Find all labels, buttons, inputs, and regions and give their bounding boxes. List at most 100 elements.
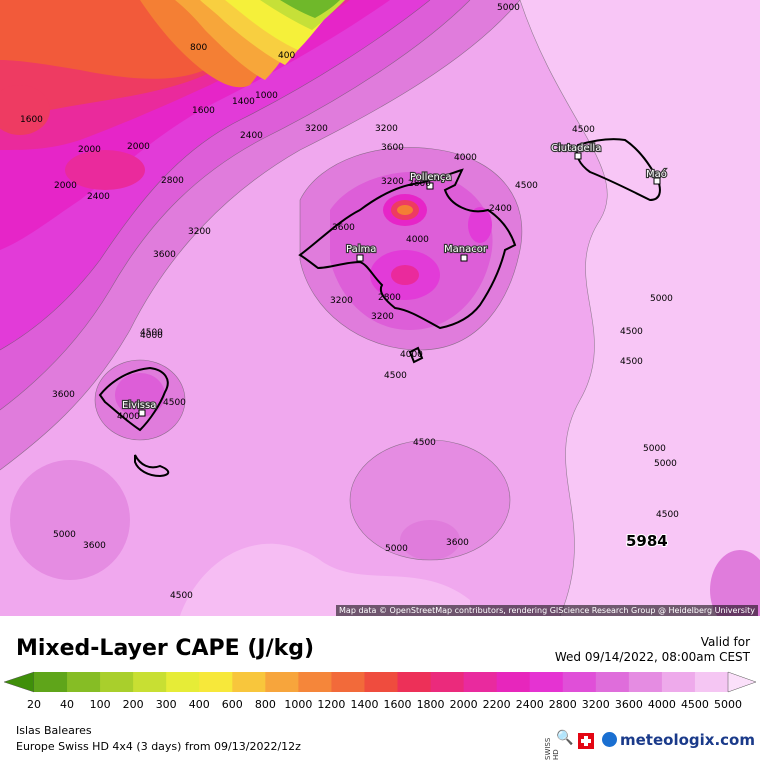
city-label: Eivissa [122,400,156,411]
city-label: Maó [646,168,667,180]
legend-tick-label: 4500 [681,698,709,711]
legend-tick-label: 2400 [516,698,544,711]
contour-label: 2800 [161,176,184,186]
legend-swatch [265,672,299,692]
contour-label: 4500 [656,510,679,520]
contour-label: 1400 [232,97,255,107]
contour-label: 3600 [83,541,106,551]
contour-label: 4500 [515,181,538,191]
legend-tick-label: 1200 [317,698,345,711]
contour-label: 5000 [654,459,677,469]
city-label: Manacor [444,244,488,255]
legend-svg: 20 40 100 200 300 400 600 800 1000 1200 1400 1600 18… [3,671,757,711]
legend-swatch [199,672,233,692]
globe-icon [602,732,617,747]
legend-tick-label: 5000 [714,698,742,711]
legend-swatch [628,672,663,692]
contour-label: 4500 [572,125,595,135]
contour-label: 4000 [117,412,140,422]
legend-tick-label: 20 [27,698,41,711]
legend-tick-label: 800 [255,698,276,711]
legend-tick-label: 1600 [384,698,412,711]
valid-time: Wed 09/14/2022, 08:00am CEST [554,650,750,664]
legend-tick-label: 100 [90,698,111,711]
contour-label: 4000 [140,331,163,341]
legend-swatch [331,672,365,692]
legend-swatch [100,672,134,692]
contour-label: 2000 [54,181,77,191]
contour-label: 4000 [400,350,423,360]
legend-swatch [496,672,531,692]
contour-label: 4500 [384,371,407,381]
contour-label: 3600 [153,250,176,260]
ibiza-coast [98,366,169,432]
legend-swatch [661,672,696,692]
city-label: Pollença [410,172,451,183]
contour-label: 2800 [378,293,401,303]
field-5000-south [180,543,470,616]
contour-label: 4500 [620,327,643,337]
legend-swatch [67,672,101,692]
legend-swatch [529,672,564,692]
contour-label: 1600 [20,115,43,125]
swiss-flag-icon [578,733,594,749]
legend-tick-label: 1000 [284,698,312,711]
contour-label: 4000 [454,153,477,163]
legend-swatch [34,672,68,692]
ibiza-3200 [115,373,165,417]
coastlines [98,138,661,478]
legend-tick-label: 1400 [350,698,378,711]
contour-label: 4500 [163,398,186,408]
contour-label: 3200 [305,124,328,134]
mallorca-coast [298,168,517,330]
model-label: Europe Swiss HD 4x4 (3 days) from 09/13/… [16,740,301,753]
contour-label: 3200 [330,296,353,306]
legend-tick-label: 200 [123,698,144,711]
legend-tick-label: 1800 [417,698,445,711]
south-3600 [400,520,460,560]
south-4000 [350,440,510,560]
legend-tick-label: 2000 [450,698,478,711]
field-5000-east [520,0,760,616]
cape-map[interactable]: 5000 400 800 1000 1400 1600 1600 2000 2000 2000 24… [0,0,760,616]
legend-swatch [463,672,498,692]
region-label: Islas Baleares [16,724,92,737]
contour-label: 4500 [140,328,163,338]
city-label: Ciutadella [551,143,601,154]
mallorca-2400c [468,207,492,243]
model-stamp: 5984 [626,532,668,550]
contour-label: 4500 [620,357,643,367]
legend-swatch [133,672,167,692]
legend-swatch [430,672,465,692]
legend-arrow-low [3,671,35,693]
mallorca-2400b [391,265,419,285]
sw-4000 [10,460,130,580]
cabrera-coast [408,346,424,364]
city-label: Palma [346,244,376,255]
contour-label: 5000 [385,544,408,554]
legend-tick-label: 3200 [582,698,610,711]
magnifier-icon[interactable]: 🔍 [556,730,574,746]
brand-link[interactable]: meteologix.com [620,731,755,749]
contour-label: 5000 [497,3,520,13]
contour-label: 4500 [413,438,436,448]
legend-tick-label: 40 [60,698,74,711]
contour-label: 3200 [188,227,211,237]
legend-arrow-high [727,671,757,693]
legend-swatch [397,672,432,692]
mallorca-1200 [397,205,413,215]
contour-label: 2400 [240,131,263,141]
contour-label: 1000 [255,91,278,101]
legend-tick-label: 300 [156,698,177,711]
map-attribution: Map data © OpenStreetMap contributors, r… [336,605,758,616]
contour-label: 2400 [87,192,110,202]
contour-label: 3600 [332,223,355,233]
contour-label: 2000 [78,145,101,155]
contour-label: 4500 [170,591,193,601]
legend-tick-label: 4000 [648,698,676,711]
contour-label: 3600 [52,390,75,400]
legend-swatch [298,672,332,692]
contour-label: 2000 [127,142,150,152]
